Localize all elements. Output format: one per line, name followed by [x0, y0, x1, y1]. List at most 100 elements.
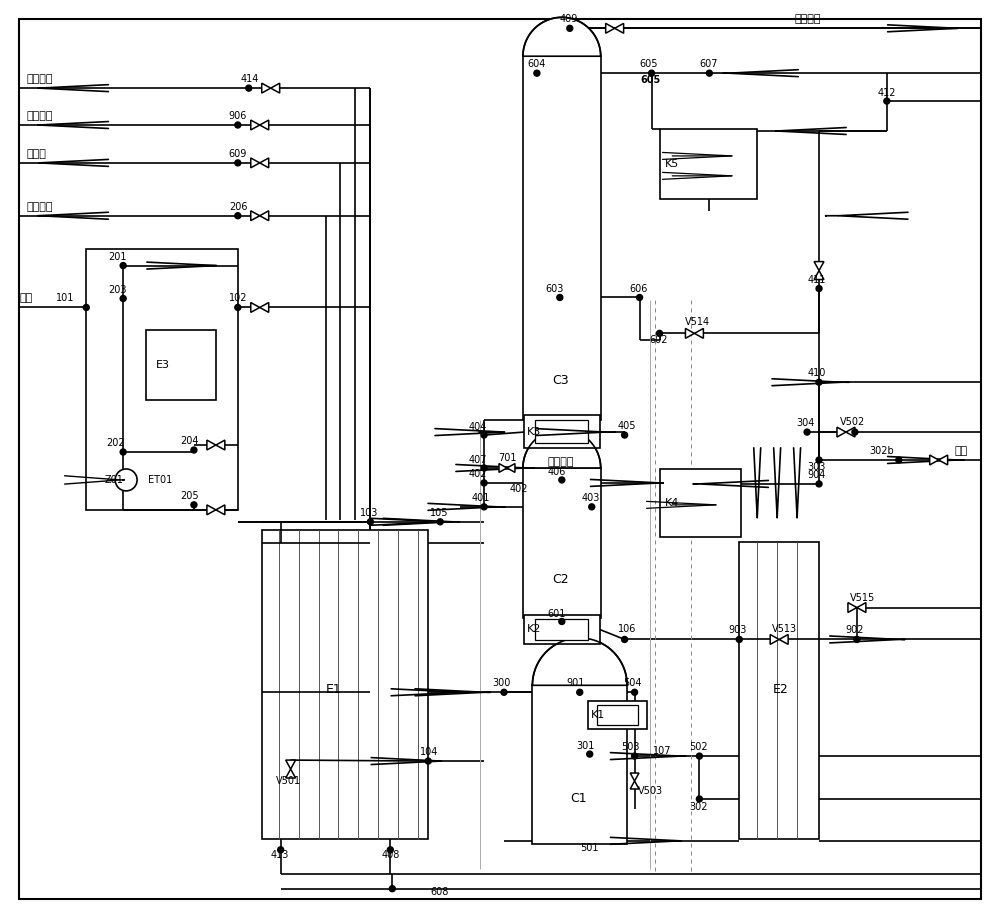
Polygon shape — [846, 427, 855, 437]
Circle shape — [425, 758, 431, 764]
Circle shape — [632, 689, 638, 696]
Text: 411: 411 — [808, 275, 826, 285]
Circle shape — [587, 751, 593, 757]
Polygon shape — [630, 773, 639, 781]
Polygon shape — [507, 464, 515, 472]
Text: 302: 302 — [689, 802, 708, 812]
Text: 106: 106 — [618, 624, 636, 635]
Text: V503: V503 — [638, 786, 663, 796]
Text: 414: 414 — [241, 74, 259, 84]
Text: V501: V501 — [276, 776, 301, 786]
Bar — [660, 129, 757, 199]
Text: 407: 407 — [468, 455, 487, 465]
Text: V515: V515 — [850, 593, 875, 603]
Circle shape — [637, 295, 643, 300]
Text: 503: 503 — [622, 742, 640, 752]
Circle shape — [589, 504, 595, 509]
Bar — [523, 468, 601, 617]
Text: K4: K4 — [664, 498, 679, 508]
Text: 410: 410 — [807, 368, 825, 378]
Text: 604: 604 — [527, 59, 545, 69]
Text: 903: 903 — [728, 625, 747, 635]
Text: Z01: Z01 — [104, 475, 123, 485]
Text: 607: 607 — [699, 59, 718, 69]
Circle shape — [115, 469, 137, 491]
Text: 409: 409 — [560, 15, 578, 25]
Polygon shape — [814, 262, 824, 270]
Polygon shape — [251, 158, 260, 168]
Text: 压力氮气: 压力氮气 — [794, 15, 821, 25]
Circle shape — [567, 26, 573, 31]
Circle shape — [622, 432, 628, 438]
Polygon shape — [837, 427, 846, 437]
Bar — [146, 331, 216, 400]
Bar — [588, 701, 647, 729]
Text: 603: 603 — [546, 284, 564, 293]
Bar — [535, 420, 588, 443]
Bar — [739, 541, 819, 839]
Text: 污氮气: 污氮气 — [26, 149, 46, 159]
Polygon shape — [207, 440, 216, 450]
Circle shape — [736, 636, 742, 643]
Text: 608: 608 — [430, 887, 449, 897]
Polygon shape — [262, 83, 271, 93]
Circle shape — [191, 502, 197, 508]
Text: 605: 605 — [641, 75, 661, 85]
Circle shape — [367, 519, 373, 525]
Polygon shape — [630, 781, 639, 789]
Circle shape — [577, 689, 583, 696]
Text: C3: C3 — [552, 373, 568, 387]
Text: 低压氮气: 低压氮气 — [26, 74, 53, 84]
Polygon shape — [251, 302, 260, 312]
Circle shape — [896, 457, 902, 463]
Text: ET01: ET01 — [148, 475, 172, 485]
Text: 906: 906 — [229, 111, 247, 121]
Text: 701: 701 — [498, 453, 517, 463]
Text: K2: K2 — [527, 624, 541, 635]
Circle shape — [235, 122, 241, 128]
Text: 返流空气: 返流空气 — [26, 202, 53, 212]
Text: 904: 904 — [807, 470, 825, 480]
Circle shape — [191, 447, 197, 453]
Polygon shape — [939, 455, 948, 465]
Polygon shape — [260, 158, 269, 168]
Polygon shape — [286, 761, 296, 769]
Circle shape — [816, 286, 822, 291]
Text: 301: 301 — [577, 741, 595, 751]
Circle shape — [481, 504, 487, 509]
Circle shape — [481, 480, 487, 486]
Circle shape — [696, 796, 702, 802]
Text: 404: 404 — [468, 422, 486, 432]
Text: 202: 202 — [106, 438, 125, 448]
Bar — [535, 619, 588, 640]
Text: E2: E2 — [773, 683, 789, 696]
Polygon shape — [216, 505, 225, 515]
Circle shape — [854, 636, 860, 643]
Circle shape — [852, 429, 858, 436]
Circle shape — [557, 295, 563, 300]
Text: 412: 412 — [878, 89, 896, 98]
Text: 205: 205 — [180, 491, 199, 501]
Text: 402: 402 — [468, 469, 487, 479]
Text: 102: 102 — [229, 293, 247, 303]
Circle shape — [649, 70, 655, 76]
Polygon shape — [260, 121, 269, 130]
Circle shape — [481, 432, 487, 438]
Text: 901: 901 — [567, 678, 585, 688]
Text: K1: K1 — [591, 710, 605, 720]
Circle shape — [389, 886, 395, 892]
Bar — [262, 530, 428, 839]
Circle shape — [120, 263, 126, 268]
Polygon shape — [857, 603, 866, 613]
Circle shape — [622, 636, 628, 643]
Circle shape — [120, 296, 126, 301]
Circle shape — [235, 160, 241, 166]
Bar — [660, 469, 741, 537]
Polygon shape — [216, 440, 225, 450]
Text: V513: V513 — [772, 624, 797, 635]
Bar — [86, 248, 238, 509]
Text: C2: C2 — [552, 573, 568, 586]
Circle shape — [816, 481, 822, 487]
Circle shape — [559, 477, 565, 483]
Circle shape — [657, 331, 663, 336]
